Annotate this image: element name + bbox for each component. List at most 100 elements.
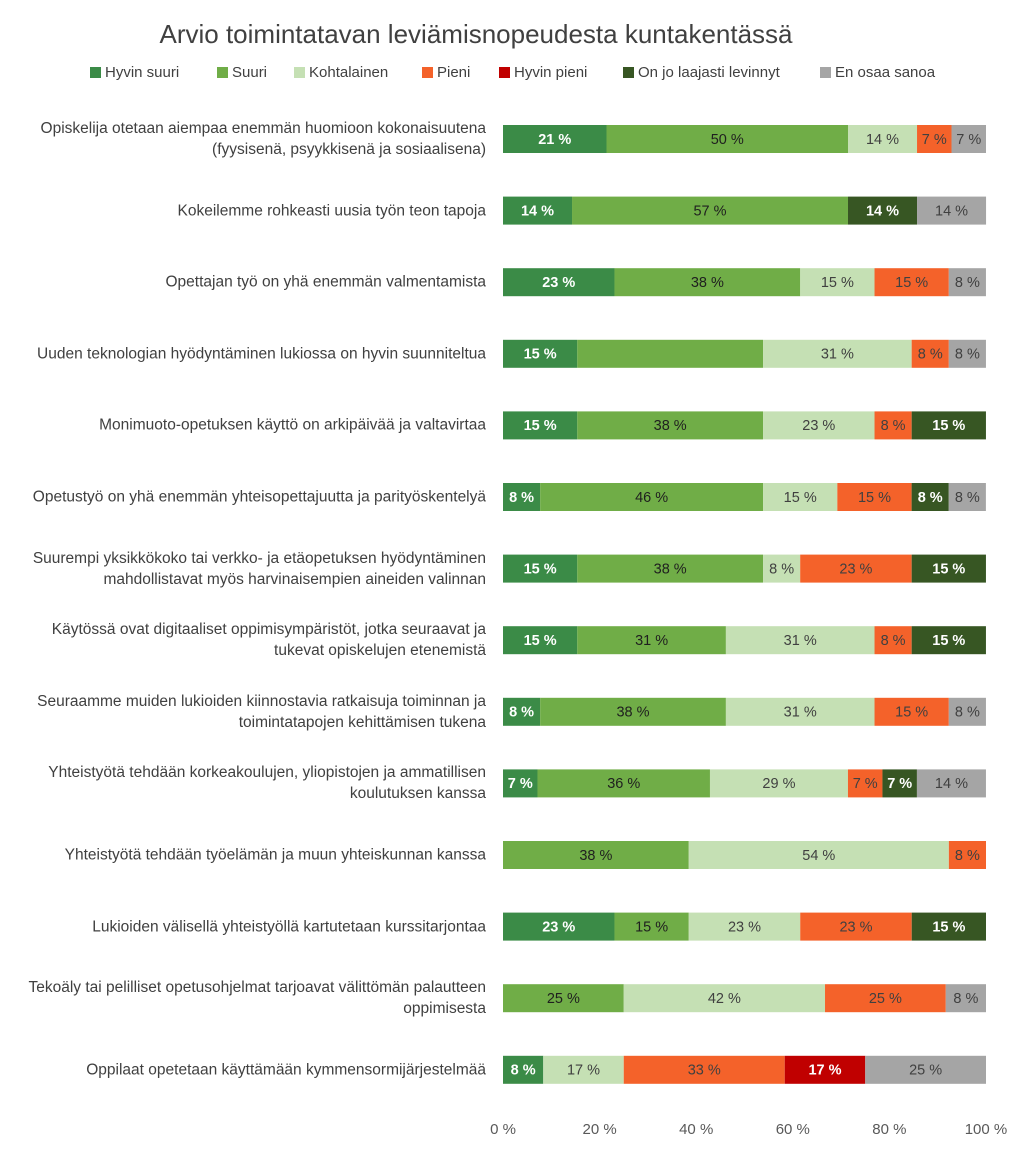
- data-label: 8 %: [953, 991, 978, 1007]
- bar-segment: [917, 125, 952, 153]
- data-label: 31 %: [784, 633, 817, 649]
- data-label: 14 %: [521, 203, 554, 219]
- bar-segment: [763, 411, 875, 440]
- bar-segment: [763, 554, 801, 583]
- bar-segment: [948, 841, 986, 869]
- bar-segment: [945, 984, 986, 1013]
- legend-swatch: [499, 67, 510, 78]
- data-label: 8 %: [955, 705, 980, 721]
- category-label: Lukioiden välisellä yhteistyöllä kartute…: [92, 918, 486, 936]
- x-tick-label: 100 %: [965, 1121, 1008, 1138]
- data-label: 23 %: [802, 418, 835, 434]
- data-label: 15 %: [858, 490, 891, 506]
- bar-segment: [503, 483, 541, 511]
- bar-segment: [503, 841, 689, 869]
- category-label: Uuden teknologian hyödyntäminen lukiossa…: [37, 345, 486, 363]
- data-label: 17 %: [808, 1063, 841, 1079]
- legend-label: On jo laajasti levinnyt: [638, 64, 781, 81]
- data-label: 7 %: [508, 776, 533, 792]
- data-label: 15 %: [932, 633, 965, 649]
- bar-segment: [709, 769, 848, 798]
- data-label: 8 %: [881, 418, 906, 434]
- data-label: 23 %: [839, 561, 872, 577]
- bar-segment: [503, 984, 624, 1013]
- data-label: 31 %: [635, 633, 668, 649]
- bar-segment: [503, 554, 578, 583]
- data-label: 8 %: [955, 490, 980, 506]
- legend-label: Suuri: [232, 64, 267, 81]
- data-label: 8 %: [918, 347, 943, 363]
- data-label: 21 %: [538, 132, 571, 148]
- legend-label: Hyvin pieni: [514, 64, 587, 81]
- data-label: 29 %: [762, 776, 795, 792]
- data-label: 8 %: [918, 490, 943, 506]
- data-label: 38 %: [654, 418, 687, 434]
- bar-segment: [951, 125, 986, 153]
- data-label: 33 %: [688, 1063, 721, 1079]
- bar-segment: [948, 339, 986, 368]
- legend-swatch: [623, 67, 634, 78]
- data-label: 14 %: [866, 203, 899, 219]
- data-label: 8 %: [881, 633, 906, 649]
- legend-swatch: [217, 67, 228, 78]
- data-label: 46 %: [635, 490, 668, 506]
- data-label: 7 %: [887, 776, 912, 792]
- data-label: 38 %: [691, 275, 724, 291]
- bar-segment: [572, 196, 849, 225]
- bar-segment: [882, 769, 917, 798]
- category-label: Opetustyö on yhä enemmän yhteisopettajuu…: [32, 488, 486, 506]
- bar-segment: [848, 125, 918, 153]
- bar-segment: [911, 626, 986, 655]
- bar-segment: [577, 626, 726, 655]
- legend-label: En osaa sanoa: [835, 64, 936, 81]
- data-label: 15 %: [784, 490, 817, 506]
- legend-swatch: [294, 67, 305, 78]
- bar-segment: [725, 626, 875, 655]
- data-label: 15 %: [635, 919, 668, 935]
- bar-segment: [874, 626, 912, 655]
- legend-swatch: [820, 67, 831, 78]
- category-label: Seuraamme muiden lukioiden kiinnostavia …: [37, 692, 486, 731]
- data-label: 38 %: [579, 848, 612, 864]
- bar-segment: [800, 268, 875, 297]
- bar-segment: [503, 1055, 544, 1084]
- bar-segment: [725, 697, 875, 726]
- legend-swatch: [422, 67, 433, 78]
- bar-segment: [503, 196, 573, 225]
- data-label: 54 %: [802, 848, 835, 864]
- x-tick-label: 20 %: [582, 1121, 616, 1138]
- bar-segment: [503, 411, 578, 440]
- bar-segment: [911, 912, 986, 941]
- category-label: Tekoäly tai pelilliset opetusohjelmat ta…: [28, 979, 486, 1018]
- data-label: 42 %: [708, 991, 741, 1007]
- data-label: 36 %: [607, 776, 640, 792]
- bar-segment: [847, 769, 883, 798]
- x-tick-label: 80 %: [872, 1121, 906, 1138]
- data-label: 7 %: [956, 132, 981, 148]
- x-tick-label: 40 %: [679, 1121, 713, 1138]
- bar-segment: [503, 268, 615, 297]
- bar-segment: [911, 411, 986, 440]
- data-label: 14 %: [935, 203, 968, 219]
- bar-segment: [614, 912, 689, 941]
- bar-segment: [623, 984, 826, 1013]
- bar-segment: [763, 483, 838, 511]
- bar-segment: [911, 554, 986, 583]
- data-label: 7 %: [853, 776, 878, 792]
- bar-segment: [874, 697, 949, 726]
- category-label: Kokeilemme rohkeasti uusia työn teon tap…: [177, 202, 486, 220]
- data-label: 8 %: [769, 561, 794, 577]
- data-label: 8 %: [955, 848, 980, 864]
- bar-segment: [503, 125, 607, 153]
- legend-label: Pieni: [437, 64, 470, 81]
- bar-segment: [688, 841, 949, 869]
- data-label: 31 %: [784, 705, 817, 721]
- data-label: 15 %: [524, 418, 557, 434]
- data-label: 57 %: [693, 203, 726, 219]
- bar-segment: [623, 1055, 785, 1084]
- data-label: 15 %: [524, 561, 557, 577]
- bar-segment: [874, 411, 912, 440]
- data-label: 8 %: [511, 1063, 536, 1079]
